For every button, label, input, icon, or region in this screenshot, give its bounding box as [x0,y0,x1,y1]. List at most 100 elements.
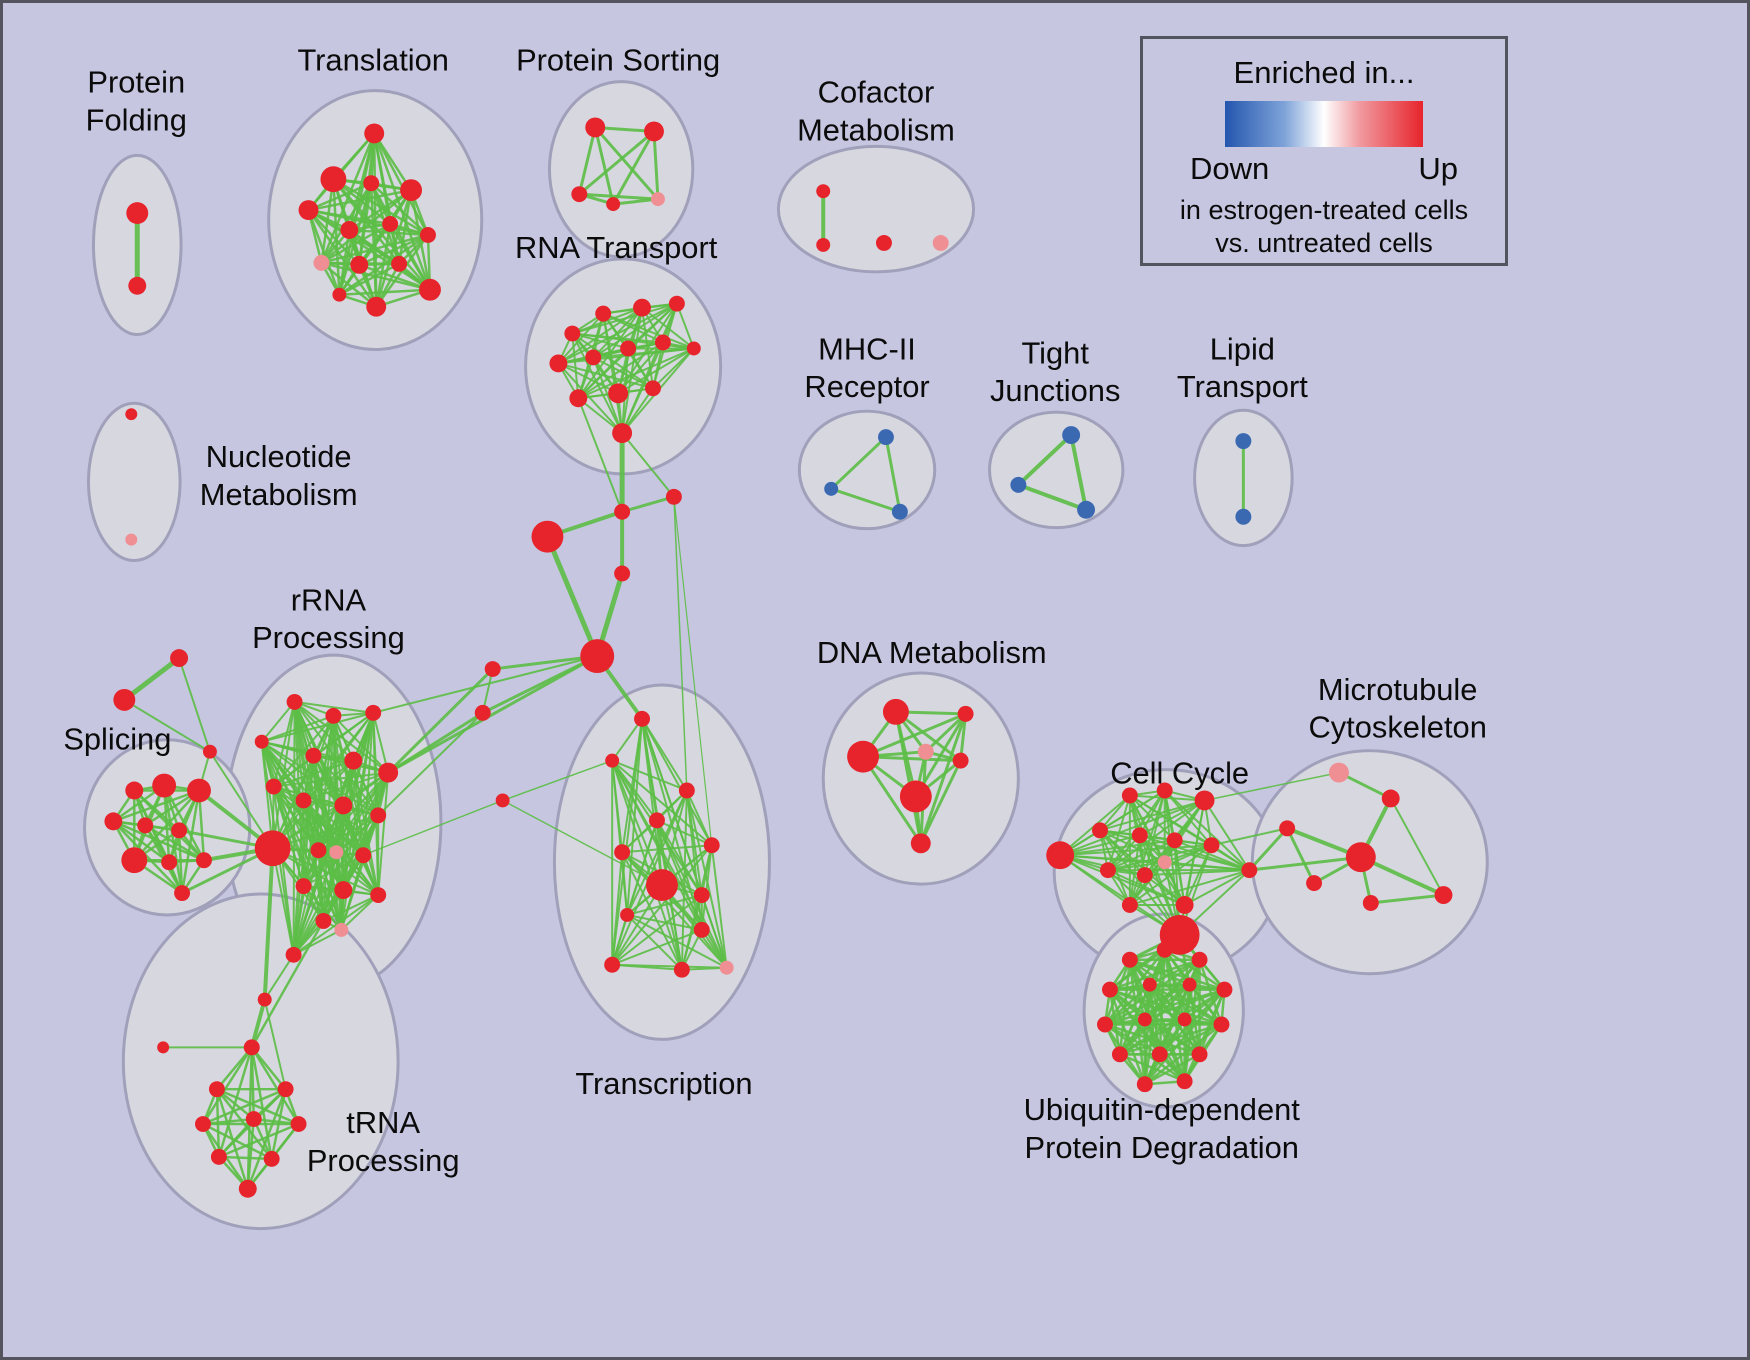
enrichment-edge [894,710,923,845]
gene-set-node [952,752,969,769]
legend-down-label: Down [1190,151,1270,186]
gene-set-node [245,1111,262,1128]
legend-gradient-bar [1225,101,1423,147]
enrichment-edge [1143,869,1251,877]
gene-set-node [419,278,441,301]
enrichment-edge [317,814,380,852]
gene-set-node [719,960,734,975]
enrichment-edge [162,784,184,895]
enrichment-edge [1198,958,1223,1026]
enrichment-edge [1118,1018,1186,1056]
gene-set-node [1062,426,1081,445]
enrichment-edge [557,302,678,365]
gene-set-node [363,175,380,192]
cluster-label-dna-metabolism: DNA Metabolism [817,635,1047,670]
gene-set-node [668,295,685,312]
gene-set-node [243,1039,260,1056]
enrichment-edge [611,197,660,206]
gene-set-node [1092,822,1108,839]
enrichment-edge [1128,794,1176,842]
cluster-label-microtubule-cytoskeleton: Microtubule [1318,672,1478,707]
cluster-label-ubiquitin-degradation: Ubiquitin-dependent [1024,1092,1301,1127]
enrichment-edge [263,953,295,1001]
enrichment-edge [292,804,345,956]
gene-set-node [585,349,602,366]
enrichment-edge [557,306,644,365]
enrichment-edge [577,125,597,196]
enrichment-edge [652,129,660,201]
gene-set-node [673,961,690,978]
gene-set-node [1345,842,1376,873]
gene-set-node [634,710,650,727]
gene-set-node [265,778,282,795]
enrichment-edge [673,496,688,792]
gene-set-node [665,488,682,505]
gene-set-node [1097,1016,1113,1033]
legend-up-label: Up [1418,151,1458,186]
gene-set-node [400,179,423,202]
legend-subtitle-line1: in estrogen-treated cells [1179,195,1469,225]
gene-set-node [604,956,621,973]
gene-set-node [334,922,349,937]
enrichment-edge [611,717,644,762]
gene-set-node [899,780,932,813]
gene-set-node [1213,1016,1230,1033]
gene-set-node [1156,782,1173,799]
enrichment-edge [611,928,703,966]
enrichment-edge [1143,1053,1201,1086]
gene-set-node [295,878,312,895]
enrichment-edge [544,534,600,659]
enrichment-edge [1148,958,1201,986]
gene-set-node [1077,500,1096,519]
gene-set-node [286,693,303,710]
enrichment-edge [829,487,902,514]
enrichment-edge [611,759,663,887]
enrichment-edge [338,181,373,296]
enrichment-edge [700,844,713,931]
gene-set-node [332,287,347,302]
enrichment-edge [611,759,688,792]
gene-set-node [1010,476,1027,493]
cluster-ellipse-transcription [552,683,771,1041]
enrichment-edge [217,1117,255,1159]
enrichment-edge [1099,799,1206,832]
enrichment-edge [292,894,380,956]
enrichment-edge [593,125,660,201]
enrichment-edge [1103,983,1152,1026]
enrichment-edge [611,963,728,969]
enrichment-edge [611,129,656,206]
enrichment-edge [133,789,201,862]
gene-set-node [334,881,353,900]
cluster-label-nucleotide-metabolism: Nucleotide [206,439,352,474]
enrichment-edge [358,233,430,267]
gene-set-node [334,796,353,815]
enrichment-edge [292,885,305,956]
enrichment-edge [250,919,325,1049]
enrichment-edge [894,710,963,763]
enrichment-edge [272,754,315,788]
enrichment-edge [272,785,295,956]
enrichment-edge [260,711,375,743]
gene-set-node [649,812,665,829]
enrichment-edge [655,819,703,897]
gene-set-node [355,847,372,864]
gene-set-node [549,354,568,373]
gene-set-node [113,688,136,711]
enrichment-edge [217,1155,273,1161]
cluster-label-cofactor-metabolism: Cofactor [818,75,935,110]
gene-set-node [646,869,678,902]
enrichment-edge [271,759,355,850]
enrichment-edge [358,263,432,291]
enrichment-edge [263,998,287,1091]
gene-set-node [847,740,879,773]
enrichment-edge [307,208,341,296]
enrichment-edge [673,496,713,846]
gene-set-node [654,334,671,351]
enrichment-edge [377,771,390,897]
enrichment-edge [1389,797,1445,897]
enrichment-edge [626,913,683,971]
enrichment-edge [1103,983,1191,1026]
legend-title: Enriched in... [1233,55,1415,90]
gene-set-node [313,254,330,271]
